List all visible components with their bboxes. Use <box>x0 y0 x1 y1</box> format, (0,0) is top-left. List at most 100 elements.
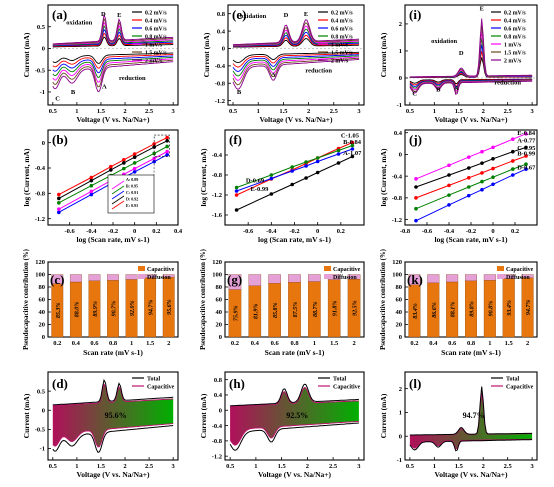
x-tick-label: 0 <box>491 228 494 235</box>
y-axis-label: Current (mA) <box>202 32 211 77</box>
capacitive-area <box>230 387 359 446</box>
data-point <box>414 206 418 211</box>
x-tick-label: 2 <box>526 340 529 347</box>
x-tick-label: 2.5 <box>330 108 339 115</box>
x-tick-label: 1 <box>254 463 257 470</box>
x-tick-label: 1 <box>75 463 78 470</box>
legend-entry: 0.4 mV/s <box>331 19 353 25</box>
legend-entry: Capacitive <box>333 267 361 273</box>
y-tick-label: 0.4 <box>214 392 223 399</box>
annotation: oxidation <box>66 20 92 27</box>
x-tick-label: 0.2 <box>231 340 239 347</box>
plot-frame <box>47 371 179 461</box>
x-tick-label: 3 <box>357 108 361 115</box>
data-point <box>315 170 320 175</box>
data-point <box>467 175 471 180</box>
legend-entry: Capacitive <box>506 267 534 273</box>
data-point <box>350 143 355 148</box>
y-tick-label: 60 <box>396 297 403 304</box>
total-curve <box>409 386 533 436</box>
y-tick-label: 100 <box>35 272 45 279</box>
y-tick-label: -0.4 <box>215 63 226 70</box>
panel-label: (j) <box>409 132 422 147</box>
x-tick-label: 1 <box>433 108 436 115</box>
y-tick-label: 100 <box>212 272 222 279</box>
bar-diffusion <box>125 274 138 280</box>
cv-curve <box>232 53 359 68</box>
y-axis-label: Current (mA) <box>379 32 388 77</box>
y-tick-label: 1 <box>399 48 402 55</box>
data-point <box>467 166 471 170</box>
panel-label: (e) <box>232 7 246 22</box>
data-point <box>109 164 113 169</box>
cv-curve <box>52 59 174 88</box>
inset-line <box>111 200 125 210</box>
y-tick-label: -1.2 <box>212 192 222 199</box>
line-label: D-0.69 <box>246 178 265 185</box>
x-tick-label: 1 <box>488 340 491 347</box>
x-tick-label: 0.2 <box>337 228 345 235</box>
data-point <box>165 144 169 149</box>
x-tick-label: 1.5 <box>97 463 106 470</box>
data-point <box>414 218 418 223</box>
data-point <box>350 154 355 159</box>
cv-curve <box>232 22 359 46</box>
x-tick-label: 2 <box>167 340 170 347</box>
y-tick-label: 0 <box>219 334 222 341</box>
y-tick-label: 20 <box>396 322 403 329</box>
annotation: D <box>284 12 289 19</box>
legend-swatch <box>497 274 504 279</box>
fit-line <box>236 148 353 192</box>
data-point <box>491 166 495 171</box>
y-tick-label: 0 <box>399 152 402 159</box>
x-tick-label: -0.6 <box>422 228 433 235</box>
data-point <box>467 193 471 198</box>
legend-entry: 0.6 mV/s <box>504 27 526 33</box>
x-tick-label: -0.4 <box>86 228 97 235</box>
bar-diffusion <box>408 274 421 286</box>
legend-entry: 2 mV/s <box>331 59 349 65</box>
bar-value-label: 86.6% <box>432 302 438 318</box>
x-tick-label: 2 <box>123 463 126 470</box>
legend-entry: 1.5 mV/s <box>145 51 167 57</box>
bar-value-label: 83.4% <box>413 303 419 319</box>
data-point <box>234 208 239 212</box>
x-axis-label: Voltage (V vs. Na/Na+) <box>434 470 508 479</box>
cv-curve <box>409 80 533 95</box>
data-point <box>89 183 94 188</box>
y-tick-label: 0.4 <box>394 130 403 137</box>
capacitive-area <box>52 384 174 447</box>
y-tick-label: 40 <box>39 309 46 316</box>
y-tick-label: 0 <box>42 334 45 341</box>
total-curve <box>409 439 533 452</box>
y-tick-label: -0.5 <box>35 427 46 434</box>
data-point <box>447 173 451 177</box>
legend-entry: Diffusion <box>147 275 171 281</box>
x-tick-label: 1 <box>433 463 436 470</box>
legend-entry: 1.5 mV/s <box>504 51 526 57</box>
y-axis-label: Pseudocapacitive contribution (%) <box>23 249 30 350</box>
log-panel: A: 0.89 B: 0.95C: 0.91 D: 0.92E: 0.93 -0.6 -… <box>22 129 183 244</box>
y-tick-label: 120 <box>392 259 402 266</box>
y-tick-label: 80 <box>39 284 46 291</box>
bar-value-label: 88.0% <box>74 302 80 318</box>
x-tick-label: 0 <box>133 228 136 235</box>
y-tick-label: -1.2 <box>212 453 222 460</box>
data-point <box>524 154 528 158</box>
panel-label: (c) <box>50 272 64 287</box>
y-tick-label: 20 <box>216 322 223 329</box>
bar-value-label: 75.9% <box>233 306 239 322</box>
y-tick-label: -0.4 <box>212 423 223 430</box>
bar-value-label: 81.9% <box>253 304 259 320</box>
percentage-label: 92.5% <box>286 411 308 420</box>
y-tick-label: -0.4 <box>35 165 46 172</box>
y-tick-label: 0 <box>222 46 225 53</box>
legend-entry: 0.4 mV/s <box>145 19 167 25</box>
data-point <box>336 152 341 156</box>
y-axis-label: log (Current, mA) <box>379 148 388 206</box>
capacitive-curve <box>229 420 359 446</box>
bar-diffusion <box>308 274 321 282</box>
y-tick-label: -1.6 <box>212 212 223 219</box>
bar-diffusion <box>268 274 281 284</box>
